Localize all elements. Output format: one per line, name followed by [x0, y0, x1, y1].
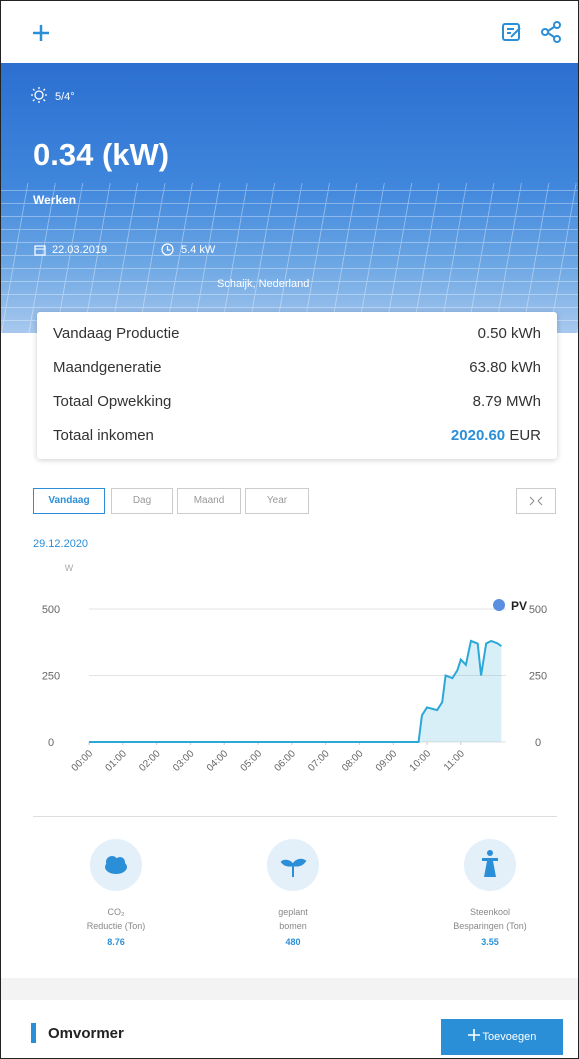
y-unit: W: [65, 563, 74, 573]
environment-label: Besparingen (Ton): [420, 919, 560, 933]
period-tab[interactable]: Vandaag: [33, 488, 105, 514]
weather: 5/4°: [55, 91, 75, 103]
fullscreen-button[interactable]: [516, 488, 556, 514]
stats-card: Vandaag Productie 0.50 kWh Maandgeneratie 6…: [37, 312, 557, 459]
calendar-icon: [34, 244, 46, 256]
period-tab[interactable]: Year: [245, 488, 309, 514]
y2-tick-label: 250: [529, 671, 547, 683]
environment-label: bomen: [223, 919, 363, 933]
x-tick-label: 10:00: [408, 748, 434, 774]
environment-value: 480: [223, 937, 363, 947]
add-icon[interactable]: [31, 23, 51, 43]
icon: [267, 839, 319, 891]
x-tick-label: 09:00: [374, 748, 400, 774]
period-tab[interactable]: Dag: [111, 488, 173, 514]
add-button[interactable]: Toevoegen: [441, 1019, 563, 1055]
stat-value: 63.80 kWh: [469, 359, 541, 376]
app: 5/4° 0.34 (kW) Werken 22.03.2019 5.4 kW …: [0, 0, 579, 1059]
environment-icon: [267, 839, 319, 891]
x-tick-label: 01:00: [103, 748, 129, 774]
stat-number: 63.80 kWh: [469, 359, 541, 376]
environment-label: CO₂: [46, 905, 186, 919]
stat-row: Totaal inkomen 2020.60 EUR: [53, 419, 541, 452]
environment-icon: [464, 839, 516, 891]
environment-label: Steenkool: [420, 905, 560, 919]
page: {"hero": {"weather": "5/4°", "power": "0…: [0, 0, 579, 1059]
period-tab[interactable]: Maand: [177, 488, 241, 514]
legend-label: PV: [511, 599, 527, 613]
selected-date: 29.12.2020: [33, 538, 88, 550]
install-date: 22.03.2019: [52, 244, 107, 256]
power-chart: W 0 0 250 250 500 500 00:00 01:00 02:00 03:00 04:00…: [1, 561, 578, 806]
stat-number: 8.79 MWh: [473, 393, 541, 410]
weather-icon: [31, 87, 49, 105]
x-tick-label: 05:00: [239, 748, 265, 774]
stat-value: 2020.60 EUR: [451, 427, 541, 444]
x-tick-label: 02:00: [137, 748, 163, 774]
section-title: Omvormer: [48, 1025, 124, 1042]
x-tick-label: 06:00: [272, 748, 298, 774]
y2-tick-label: 0: [535, 737, 541, 749]
stat-label: Maandgeneratie: [53, 359, 161, 376]
header: [1, 1, 578, 63]
stat-row: Maandgeneratie 63.80 kWh: [53, 351, 541, 384]
stat-row: Totaal Opwekking 8.79 MWh: [53, 385, 541, 418]
stat-value: 8.79 MWh: [473, 393, 541, 410]
status: Werken: [33, 193, 76, 207]
x-tick-label: 04:00: [205, 748, 231, 774]
y-tick-label: 500: [42, 604, 60, 616]
legend-marker: [493, 599, 505, 611]
stat-label: Vandaag Productie: [53, 325, 179, 342]
stat-unit: EUR: [509, 427, 541, 444]
y-tick-label: 0: [48, 737, 54, 749]
stat-label: Totaal inkomen: [53, 427, 154, 444]
stat-label: Totaal Opwekking: [53, 393, 171, 410]
x-tick-label: 00:00: [70, 748, 96, 774]
icon: [90, 839, 142, 891]
stat-number: 2020.60: [451, 427, 505, 444]
edit-icon[interactable]: [501, 21, 523, 43]
x-tick-label: 08:00: [340, 748, 366, 774]
stat-value: 0.50 kWh: [478, 325, 541, 342]
plus-icon: [468, 1029, 480, 1041]
current-power: 0.34 (kW): [33, 137, 169, 173]
gauge-icon: [161, 243, 174, 256]
stat-number: 0.50 kWh: [478, 325, 541, 342]
area-fill: [89, 641, 501, 742]
x-tick-label: 07:00: [306, 748, 332, 774]
solar-panels-image: [1, 183, 578, 333]
x-tick-label: 03:00: [171, 748, 197, 774]
stat-row: Vandaag Productie 0.50 kWh: [53, 317, 541, 350]
location: Schaijk, Nederland: [217, 278, 309, 290]
environment-label: geplant: [223, 905, 363, 919]
icon: [464, 839, 516, 891]
separator: [1, 978, 578, 1000]
environment-label: Reductie (Ton): [46, 919, 186, 933]
add-button-label: Toevoegen: [483, 1031, 537, 1043]
hero: 5/4° 0.34 (kW) Werken 22.03.2019 5.4 kW …: [1, 63, 578, 333]
y2-tick-label: 500: [529, 604, 547, 616]
x-tick-label: 11:00: [442, 748, 467, 773]
environment-icon: [90, 839, 142, 891]
share-icon[interactable]: [540, 21, 562, 43]
y-tick-label: 250: [42, 671, 60, 683]
environment-value: 8.76: [46, 937, 186, 947]
environment-value: 3.55: [420, 937, 560, 947]
section-marker: [31, 1023, 36, 1043]
capacity: 5.4 kW: [181, 244, 215, 256]
divider: [33, 816, 557, 817]
